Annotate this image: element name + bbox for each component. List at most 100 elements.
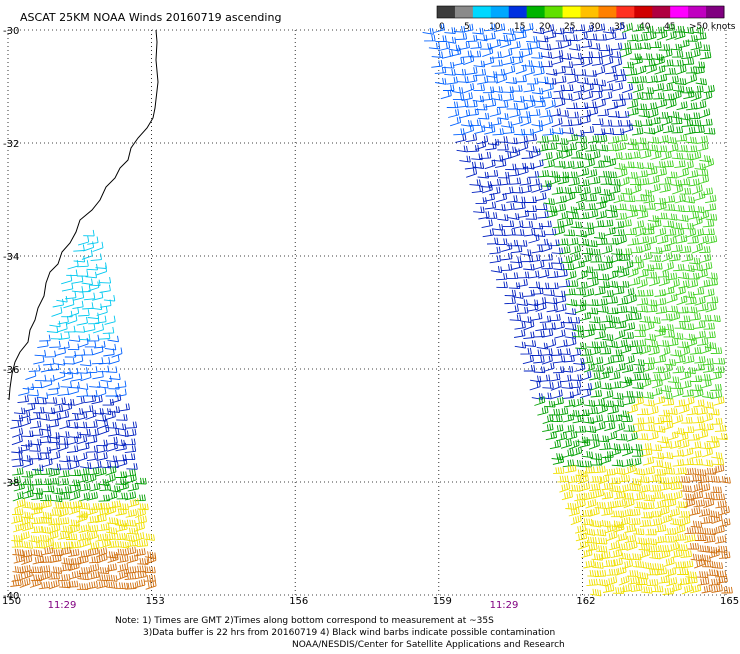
wind-barb bbox=[719, 476, 731, 484]
wind-barb bbox=[642, 87, 654, 94]
wind-barb bbox=[632, 382, 644, 390]
wind-barb bbox=[68, 561, 80, 572]
wind-barb bbox=[95, 533, 107, 542]
wind-barb bbox=[449, 116, 462, 127]
wind-barb bbox=[686, 576, 698, 585]
wind-barb bbox=[466, 100, 478, 108]
wind-barb bbox=[553, 355, 566, 364]
wind-barb bbox=[127, 498, 140, 508]
wind-barb bbox=[535, 322, 547, 332]
wind-barb bbox=[622, 364, 634, 374]
wind-barb bbox=[533, 67, 545, 76]
wind-barb bbox=[49, 509, 62, 516]
wind-barb bbox=[708, 475, 721, 483]
wind-barb bbox=[12, 427, 24, 438]
wind-barb bbox=[674, 194, 686, 204]
wind-barb bbox=[689, 119, 702, 127]
wind-barb bbox=[516, 299, 528, 307]
wind-barb bbox=[570, 374, 582, 381]
wind-barb bbox=[662, 59, 674, 67]
wind-barb bbox=[512, 229, 525, 236]
wind-barb bbox=[517, 271, 530, 279]
wind-barb bbox=[674, 355, 686, 364]
wind-barb bbox=[671, 549, 683, 559]
wind-barb bbox=[703, 228, 715, 236]
wind-barb bbox=[594, 286, 606, 296]
wind-barb bbox=[47, 387, 59, 396]
wind-barb bbox=[531, 392, 544, 400]
wind-barb bbox=[645, 235, 658, 246]
wind-barb bbox=[678, 439, 690, 449]
wind-barb bbox=[651, 460, 664, 467]
wind-barb bbox=[554, 66, 566, 75]
wind-barb bbox=[586, 240, 598, 248]
wind-barb bbox=[574, 524, 587, 534]
wind-barb bbox=[562, 84, 574, 91]
wind-barb bbox=[565, 502, 577, 510]
wind-barb bbox=[569, 43, 581, 51]
wind-barb bbox=[551, 49, 564, 59]
wind-barb bbox=[657, 235, 669, 245]
wind-barb bbox=[94, 340, 106, 349]
wind-barb bbox=[670, 90, 682, 101]
wind-barb bbox=[649, 116, 661, 126]
wind-barb bbox=[634, 204, 647, 212]
wind-barb bbox=[57, 531, 70, 540]
wind-barb bbox=[606, 280, 619, 288]
wind-barb bbox=[602, 127, 615, 135]
wind-barb bbox=[597, 305, 609, 313]
wind-barb bbox=[631, 56, 643, 66]
wind-barb bbox=[688, 433, 700, 441]
wind-barb bbox=[582, 82, 594, 93]
wind-barb bbox=[602, 414, 615, 423]
wind-barb bbox=[617, 280, 630, 288]
wind-barb bbox=[104, 315, 116, 325]
wind-barb bbox=[591, 553, 603, 561]
wind-barb bbox=[546, 170, 559, 178]
wind-barb bbox=[625, 294, 637, 305]
wind-barb bbox=[623, 195, 636, 203]
wind-barb bbox=[19, 478, 32, 486]
wind-barb bbox=[477, 112, 490, 120]
wind-barb bbox=[571, 446, 583, 457]
wind-barb bbox=[18, 410, 31, 420]
wind-barb bbox=[615, 532, 628, 542]
wind-barb bbox=[635, 65, 647, 76]
wind-barb bbox=[569, 381, 582, 389]
wind-barb bbox=[552, 55, 564, 65]
wind-barb bbox=[554, 160, 566, 168]
wind-barb bbox=[51, 404, 64, 414]
wind-barb bbox=[685, 145, 698, 153]
wind-barb bbox=[124, 491, 137, 501]
wind-barb bbox=[632, 161, 644, 170]
wind-barb bbox=[525, 213, 538, 220]
wind-barb bbox=[599, 519, 611, 528]
wind-barb bbox=[30, 438, 42, 446]
wind-barb bbox=[679, 346, 691, 357]
wind-barb bbox=[662, 220, 675, 228]
wind-barb bbox=[80, 359, 92, 367]
wind-barb bbox=[674, 524, 686, 535]
wind-barb bbox=[635, 103, 648, 111]
wind-barb bbox=[586, 271, 599, 280]
wind-barb bbox=[57, 388, 69, 397]
wind-barb bbox=[711, 561, 724, 569]
wind-barb bbox=[105, 526, 118, 535]
wind-barb bbox=[543, 197, 555, 206]
wind-barb bbox=[599, 551, 611, 560]
wind-barb bbox=[603, 193, 615, 203]
wind-barb bbox=[536, 342, 549, 350]
wind-barb bbox=[549, 174, 561, 185]
wind-barb bbox=[670, 440, 682, 449]
wind-barb bbox=[601, 261, 613, 271]
wind-barb bbox=[37, 339, 49, 349]
wind-barb bbox=[690, 553, 702, 562]
wind-barb bbox=[117, 541, 130, 549]
wind-barb bbox=[633, 289, 645, 297]
wind-barb bbox=[615, 306, 628, 314]
wind-barb bbox=[612, 587, 625, 594]
wind-barb bbox=[594, 421, 606, 432]
wind-barb bbox=[585, 101, 597, 109]
wind-barb bbox=[540, 392, 552, 400]
wind-barb bbox=[457, 100, 469, 108]
